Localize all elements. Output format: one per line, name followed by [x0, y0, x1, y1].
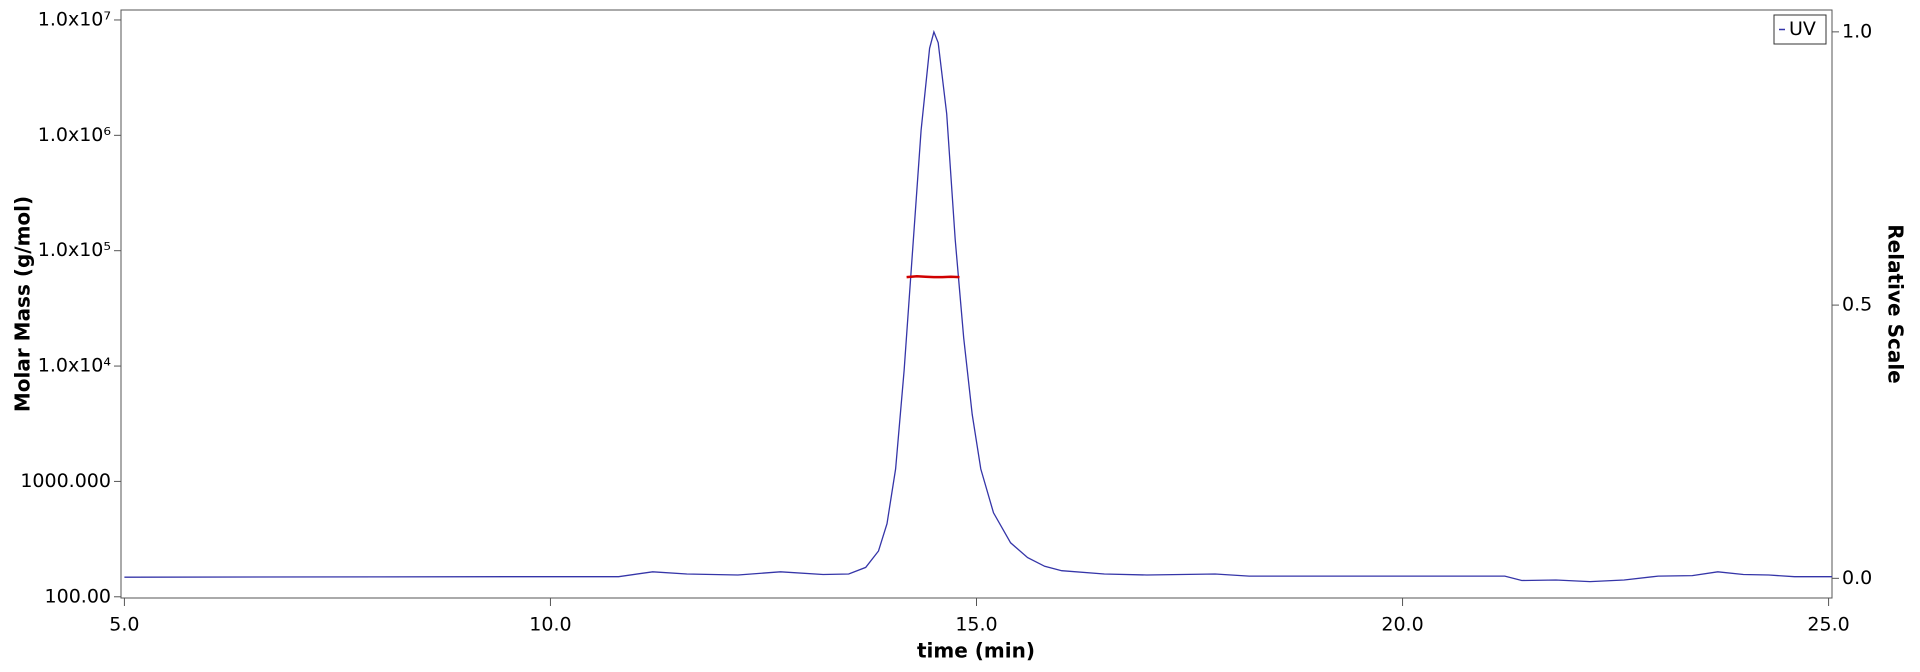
legend-label: UV: [1789, 18, 1816, 40]
plot-frame: [120, 9, 1833, 599]
y-tick-label: 1000.000: [20, 470, 111, 492]
x-tick-label: 20.0: [1381, 614, 1423, 636]
y2-axis-title: Relative Scale: [1884, 224, 1908, 383]
y-axis-title: Molar Mass (g/mol): [11, 196, 35, 412]
x-tick-label: 5.0: [109, 614, 139, 636]
series-line: [906, 275, 960, 279]
series-line: [124, 29, 1832, 583]
y-tick-label: 1.0x10⁴: [38, 355, 112, 377]
x-tick-label: 10.0: [529, 614, 571, 636]
y2-tick-label: 0.0: [1842, 567, 1872, 589]
x-axis-title: time (min): [917, 639, 1035, 663]
y-tick-label: 1.0x10⁵: [38, 239, 111, 261]
y2-tick-label: 0.5: [1842, 294, 1872, 316]
y2-tick-label: 1.0: [1842, 20, 1872, 42]
x-tick-label: 25.0: [1807, 614, 1849, 636]
x-tick-label: 15.0: [955, 614, 997, 636]
y-tick-label: 1.0x10⁶: [38, 124, 111, 146]
y-tick-label: 1.0x10⁷: [38, 8, 111, 30]
y-tick-label: 100.00: [45, 585, 111, 607]
